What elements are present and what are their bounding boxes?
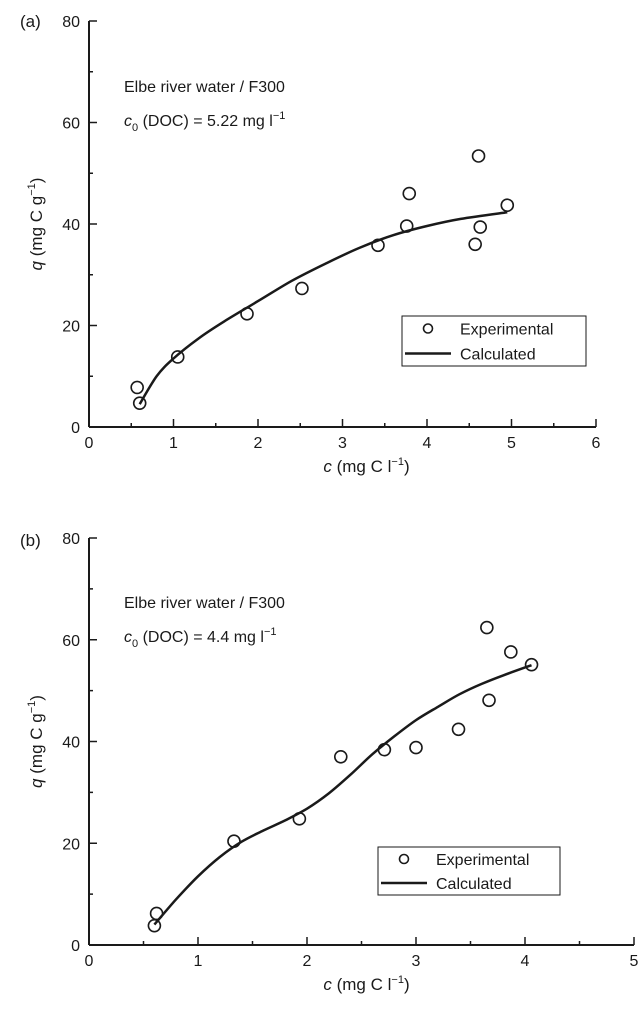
annotation-line-2: c0 (DOC) = 4.4 mg l−1: [124, 626, 276, 650]
x-tick-label: 1: [169, 435, 178, 452]
experimental-point: [504, 645, 518, 659]
y-axis-label-close: ): [27, 178, 46, 184]
x-axis-label-units: (mg C l: [332, 975, 392, 994]
annotation-exp: −1: [273, 110, 286, 122]
y-tick-label: 80: [62, 531, 80, 548]
x-axis-label-units: (mg C l: [332, 457, 392, 476]
legend-box: [401, 315, 587, 367]
y-axis-label: q (mg C g−1): [26, 695, 46, 788]
annotation-text: (DOC) = 5.22 mg l: [138, 113, 273, 130]
calculated-line: [138, 211, 508, 405]
x-tick-label: 6: [592, 435, 601, 452]
experimental-point: [170, 350, 185, 364]
x-axis-label: c (mg C l−1): [323, 974, 409, 994]
calculated-line: [153, 664, 532, 926]
y-tick-label: 40: [62, 217, 80, 234]
y-tick-label: 40: [62, 735, 80, 752]
y-tick-label: 60: [62, 633, 80, 650]
experimental-point: [482, 693, 496, 708]
x-axis-label-close: ): [404, 975, 410, 994]
experimental-point: [402, 186, 417, 201]
legend: Experimental Calculated: [377, 846, 561, 896]
y-tick-label: 60: [62, 116, 80, 133]
annotation-text: (DOC) = 4.4 mg l: [138, 629, 264, 646]
y-axis-label-exp: −1: [26, 183, 38, 196]
experimental-point: [500, 198, 515, 213]
panel-label: (a): [20, 12, 41, 31]
x-tick-label: 2: [254, 435, 263, 452]
x-tick-label: 4: [521, 953, 530, 970]
legend-box: [377, 846, 561, 896]
experimental-point: [473, 220, 488, 234]
x-tick-label: 5: [507, 435, 516, 452]
experimental-point: [333, 749, 348, 764]
y-axis-label-var: q: [27, 260, 46, 270]
y-axis-label-units: (mg C g: [27, 713, 46, 778]
experimental-point: [130, 380, 144, 395]
x-tick-label: 4: [423, 435, 432, 452]
annotation-line-2: c0 (DOC) = 5.22 mg l−1: [124, 110, 285, 134]
x-axis-label-var: c: [323, 975, 332, 994]
experimental-point: [451, 722, 466, 737]
y-axis-label-close: ): [27, 695, 46, 701]
y-axis-label-var: q: [27, 778, 46, 788]
x-axis-label-exp: −1: [391, 456, 404, 468]
experimental-point: [468, 237, 482, 252]
y-tick-label: 80: [62, 14, 80, 31]
x-axis-label: c (mg C l−1): [323, 456, 409, 476]
annotation-line-1: Elbe river water / F300: [124, 79, 285, 96]
annotation-var: c: [124, 629, 132, 646]
x-tick-label: 2: [303, 953, 312, 970]
annotation-subscript: 0: [132, 638, 138, 650]
y-tick-label: 0: [71, 938, 80, 955]
legend: Experimental Calculated: [401, 315, 587, 367]
y-tick-label: 0: [71, 420, 80, 437]
x-tick-label: 0: [85, 435, 94, 452]
y-axis-label-units: (mg C g: [27, 196, 46, 261]
x-tick-label: 3: [338, 435, 347, 452]
y-tick-label: 20: [62, 836, 80, 853]
y-tick-label: 20: [62, 319, 80, 336]
experimental-point: [409, 740, 423, 755]
legend-label: Calculated: [460, 347, 536, 364]
annotation-exp: −1: [264, 626, 277, 638]
x-axis-label-close: ): [404, 457, 410, 476]
legend-label: Calculated: [436, 876, 512, 893]
x-tick-label: 0: [85, 953, 94, 970]
legend-marker-swatch: [422, 323, 434, 334]
x-tick-label: 5: [630, 953, 639, 970]
panel-label: (b): [20, 531, 41, 550]
experimental-point: [471, 149, 486, 163]
annotation-var: c: [124, 113, 132, 130]
legend-marker-swatch: [398, 853, 410, 865]
x-axis-label-var: c: [323, 457, 332, 476]
legend-label: Experimental: [460, 322, 553, 339]
experimental-point: [480, 620, 494, 635]
y-axis-label: q (mg C g−1): [26, 178, 46, 271]
annotation-line-1: Elbe river water / F300: [124, 595, 285, 612]
experimental-point: [295, 281, 309, 296]
experimental-point: [524, 657, 539, 672]
y-axis-label-exp: −1: [26, 701, 38, 714]
x-tick-label: 1: [194, 953, 203, 970]
x-tick-label: 3: [412, 953, 421, 970]
annotation-subscript: 0: [132, 122, 138, 134]
x-axis-label-exp: −1: [391, 974, 404, 986]
legend-label: Experimental: [436, 852, 529, 869]
